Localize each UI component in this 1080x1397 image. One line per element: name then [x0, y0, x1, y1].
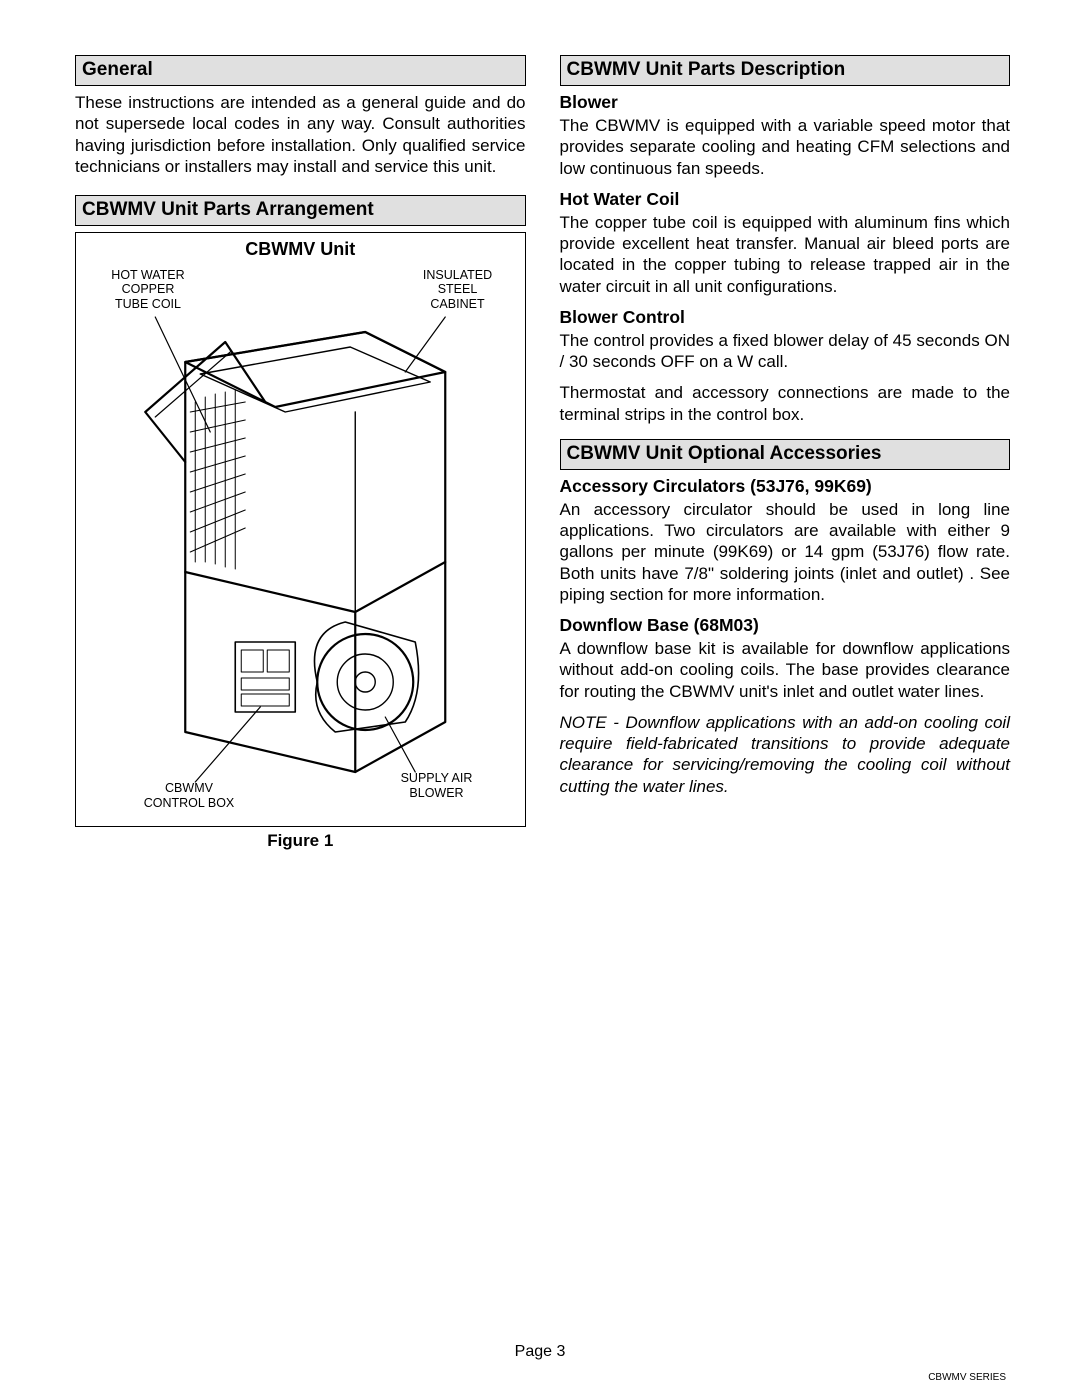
general-heading: General — [75, 55, 526, 86]
downflow-note: NOTE - Downflow applications with an add… — [560, 712, 1011, 797]
page: General These instructions are intended … — [0, 0, 1080, 1397]
right-column: CBWMV Unit Parts Description Blower The … — [560, 55, 1011, 851]
description-heading: CBWMV Unit Parts Description — [560, 55, 1011, 86]
unit-diagram: HOT WATERCOPPERTUBE COIL INSULATEDSTEELC… — [84, 262, 517, 812]
page-number: Page 3 — [0, 1343, 1080, 1361]
coil-sub: Hot Water Coil — [560, 189, 1011, 210]
circulators-sub: Accessory Circulators (53J76, 99K69) — [560, 476, 1011, 497]
left-column: General These instructions are intended … — [75, 55, 526, 851]
blower-text: The CBWMV is equipped with a variable sp… — [560, 115, 1011, 179]
blower-sub: Blower — [560, 92, 1011, 113]
unit-svg — [84, 262, 517, 812]
callout-control: CBWMVCONTROL BOX — [134, 781, 244, 810]
figure-caption: Figure 1 — [75, 831, 526, 851]
series-label: CBWMV SERIES — [928, 1372, 1006, 1383]
callout-blower: SUPPLY AIRBLOWER — [387, 771, 487, 800]
downflow-sub: Downflow Base (68M03) — [560, 615, 1011, 636]
circulators-text: An accessory circulator should be used i… — [560, 499, 1011, 605]
accessories-heading: CBWMV Unit Optional Accessories — [560, 439, 1011, 470]
callout-coil: HOT WATERCOPPERTUBE COIL — [98, 268, 198, 311]
arrangement-heading: CBWMV Unit Parts Arrangement — [75, 195, 526, 226]
columns: General These instructions are intended … — [75, 55, 1010, 851]
control-text-1: The control provides a fixed blower dela… — [560, 330, 1011, 373]
control-text-2: Thermostat and accessory connections are… — [560, 382, 1011, 425]
downflow-text: A downflow base kit is available for dow… — [560, 638, 1011, 702]
control-sub: Blower Control — [560, 307, 1011, 328]
coil-text: The copper tube coil is equipped with al… — [560, 212, 1011, 297]
general-text: These instructions are intended as a gen… — [75, 92, 526, 177]
figure-title: CBWMV Unit — [84, 239, 517, 260]
callout-cabinet: INSULATEDSTEELCABINET — [413, 268, 503, 311]
figure-box: CBWMV Unit HOT WATERCOPPERTUBE COIL INSU… — [75, 232, 526, 827]
